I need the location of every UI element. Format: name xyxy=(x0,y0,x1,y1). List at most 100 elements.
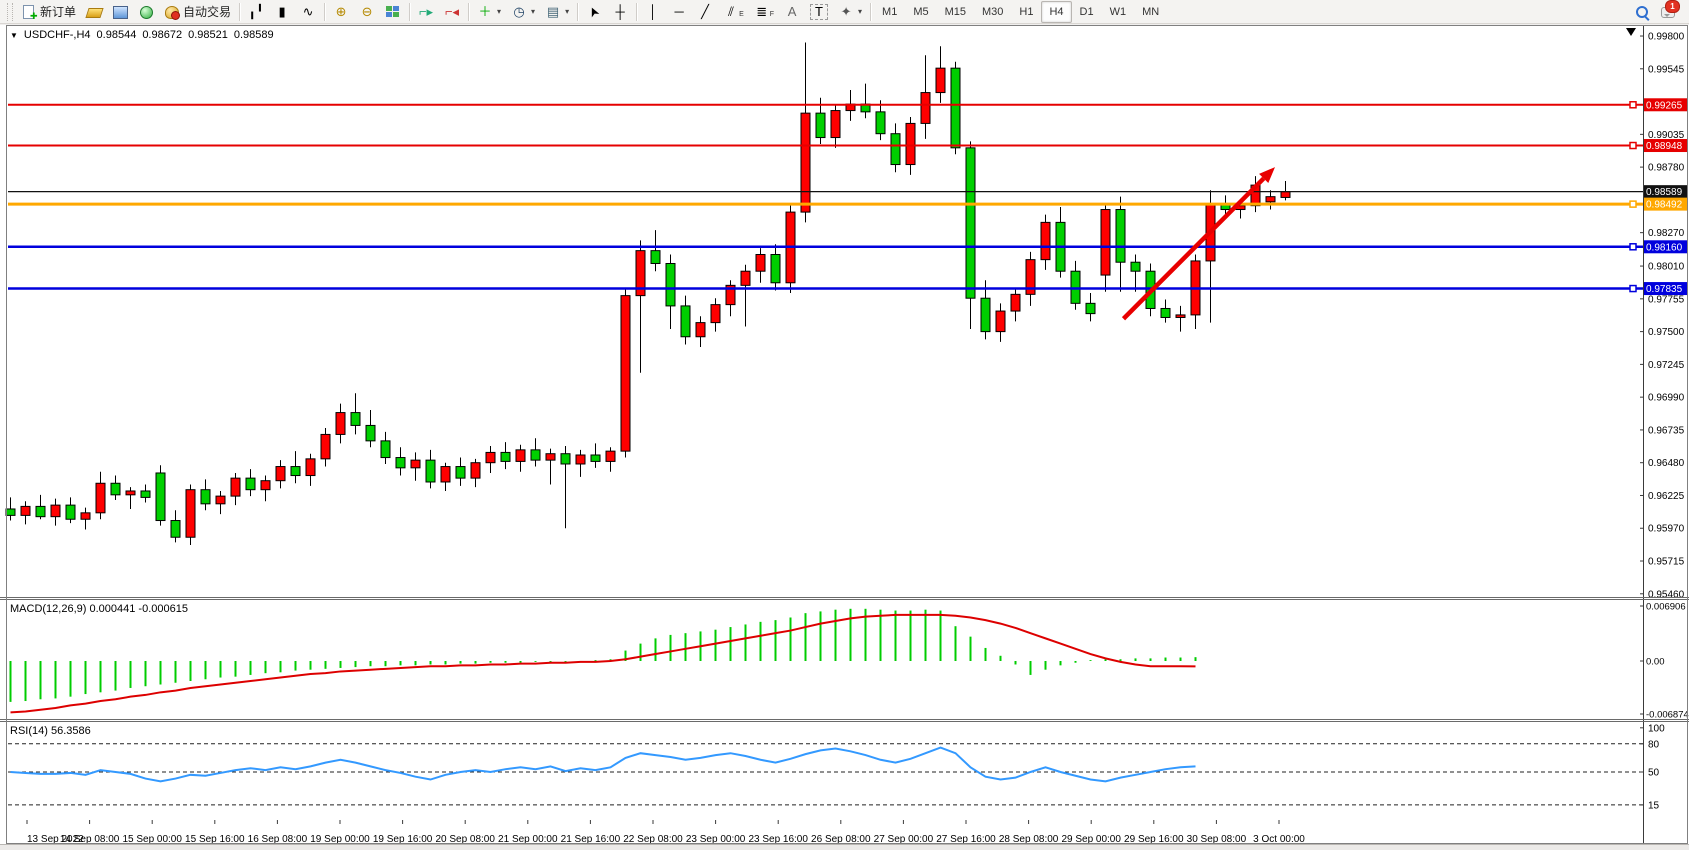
rsi-pane: 100 80 50 15 xyxy=(8,723,1665,811)
periods-button[interactable]: ◷ ▾ xyxy=(506,0,540,24)
search-button[interactable] xyxy=(1629,0,1655,24)
templates-icon: ▤ xyxy=(546,3,560,19)
svg-text:21 Sep 00:00: 21 Sep 00:00 xyxy=(498,834,558,844)
svg-text:16 Sep 08:00: 16 Sep 08:00 xyxy=(248,834,308,844)
svg-text:0.96990: 0.96990 xyxy=(1648,393,1685,404)
timeframe-m5-button[interactable]: M5 xyxy=(913,5,929,18)
svg-text:27 Sep 16:00: 27 Sep 16:00 xyxy=(936,834,996,844)
trendline-button[interactable]: ╱ xyxy=(692,0,718,24)
zoom-in-button[interactable]: ⊕ xyxy=(328,0,354,24)
equidistant-channel-button[interactable]: ⫽ E xyxy=(718,0,749,24)
bar-chart-icon: ╻╹ xyxy=(248,3,264,19)
chart-shift-icon: ⌐◂ xyxy=(444,3,460,19)
svg-text:0.95970: 0.95970 xyxy=(1648,524,1685,535)
candlestick-chart-button[interactable]: ▮ xyxy=(269,0,295,24)
signals-button[interactable] xyxy=(133,0,159,24)
timeframe-h1-button[interactable]: H1 xyxy=(1019,5,1034,18)
text-label-button[interactable]: T xyxy=(805,0,833,24)
templates-button[interactable]: ▤ ▾ xyxy=(540,0,574,24)
market-watch-button[interactable] xyxy=(81,0,107,24)
chat-bubble-icon: 1 xyxy=(1660,0,1680,20)
add-indicator-dropdown-icon[interactable]: ▾ xyxy=(497,7,502,16)
tile-windows-icon xyxy=(385,4,401,20)
svg-text:30 Sep 08:00: 30 Sep 08:00 xyxy=(1187,834,1247,844)
chart-symbol-period: USDCHF-,H4 xyxy=(23,29,91,41)
new-order-icon: ✚ xyxy=(21,4,38,20)
text-label-icon: T xyxy=(810,3,829,20)
svg-text:20 Sep 08:00: 20 Sep 08:00 xyxy=(435,834,495,844)
zoom-out-button[interactable]: ⊖ xyxy=(354,0,380,24)
price-chart[interactable]: 0.99265 0.98948 0.98589 0.98492 0.98160 0.978… xyxy=(0,25,1689,844)
main-toolbar: ✚ 新订单 自动交易 ╻╹ ▮ ∿ ⊕ ⊖ ⌐▸ ⌐◂ ＋ ▾ ◷ ▾ ▤ ▾ ➤ ┼ │ ─ ╱ ⫽ E ≣ F A T ✦ ▾ M1 M… xyxy=(0,0,1689,24)
chart-window[interactable]: 0.99265 0.98948 0.98589 0.98492 0.98160 0.978… xyxy=(0,25,1689,844)
svg-text:23 Sep 16:00: 23 Sep 16:00 xyxy=(748,834,808,844)
ohlc-open: 0.98544 xyxy=(96,29,137,41)
fibonacci-icon: ≣ xyxy=(756,3,768,19)
svg-text:22 Sep 08:00: 22 Sep 08:00 xyxy=(623,834,683,844)
svg-text:0.97245: 0.97245 xyxy=(1648,360,1685,371)
svg-text:15: 15 xyxy=(1648,800,1660,811)
svg-text:0.98492: 0.98492 xyxy=(1646,200,1683,211)
templates-dropdown-icon[interactable]: ▾ xyxy=(565,7,570,16)
market-watch-icon xyxy=(85,4,104,20)
timeframe-h4-button[interactable]: H4 xyxy=(1041,0,1072,23)
signals-icon xyxy=(138,4,154,20)
horizontal-line-button[interactable]: ─ xyxy=(666,0,692,24)
svg-text:0.96225: 0.96225 xyxy=(1648,491,1685,502)
arrows-button[interactable]: ✦ ▾ xyxy=(833,0,867,24)
ohlc-low: 0.98521 xyxy=(188,29,228,41)
svg-text:19 Sep 16:00: 19 Sep 16:00 xyxy=(373,834,433,844)
svg-text:3 Oct 00:00: 3 Oct 00:00 xyxy=(1253,834,1305,844)
auto-trading-label: 自动交易 xyxy=(183,5,232,19)
vertical-line-button[interactable]: │ xyxy=(640,0,666,24)
pane-dividers[interactable] xyxy=(0,597,1689,722)
svg-text:23 Sep 00:00: 23 Sep 00:00 xyxy=(686,834,746,844)
trendline-icon: ╱ xyxy=(701,3,709,19)
bar-chart-button[interactable]: ╻╹ xyxy=(243,0,269,24)
auto-arrange-button[interactable]: ⌐▸ xyxy=(413,0,439,24)
equidistant-channel-icon: ⫽ xyxy=(728,3,734,19)
data-window-button[interactable] xyxy=(107,0,133,24)
svg-text:0.98948: 0.98948 xyxy=(1646,141,1683,152)
svg-text:0.99035: 0.99035 xyxy=(1648,130,1685,141)
line-chart-button[interactable]: ∿ xyxy=(295,0,321,24)
crosshair-button[interactable]: ┼ xyxy=(607,0,633,24)
timeframe-w1-button[interactable]: W1 xyxy=(1109,5,1127,18)
trend-arrow[interactable] xyxy=(1121,167,1276,321)
svg-text:0.97500: 0.97500 xyxy=(1648,327,1685,338)
text-button[interactable]: A xyxy=(779,0,805,24)
timeframe-m30-button[interactable]: M30 xyxy=(982,5,1004,18)
svg-text:0.95715: 0.95715 xyxy=(1648,557,1685,568)
chart-shift-button[interactable]: ⌐◂ xyxy=(439,0,465,24)
fibonacci-button[interactable]: ≣ F xyxy=(749,0,779,24)
fibonacci-sub-label: F xyxy=(769,11,775,18)
add-indicator-button[interactable]: ＋ ▾ xyxy=(472,0,506,24)
arrows-dropdown-icon[interactable]: ▾ xyxy=(858,7,863,16)
svg-text:0.97835: 0.97835 xyxy=(1646,284,1683,295)
macd-pane: 0.006906 0.00 -0.006874 xyxy=(9,602,1689,721)
chart-title: ▼ USDCHF-,H4 0.98544 0.98672 0.98521 0.9… xyxy=(10,29,274,41)
auto-trading-button[interactable]: 自动交易 xyxy=(159,0,236,24)
timeframe-mn-button[interactable]: MN xyxy=(1142,5,1160,18)
timeframe-m1-button[interactable]: M1 xyxy=(882,5,898,18)
svg-text:0.98589: 0.98589 xyxy=(1646,187,1683,198)
tile-windows-button[interactable] xyxy=(380,0,406,24)
cursor-icon: ➤ xyxy=(584,3,603,20)
data-window-icon xyxy=(112,4,129,20)
cursor-button[interactable]: ➤ xyxy=(581,0,607,24)
svg-text:0.97755: 0.97755 xyxy=(1648,294,1685,305)
horizontal-lines[interactable]: 0.99265 0.98948 0.98589 0.98492 0.98160 0.978… xyxy=(8,98,1688,296)
chart-shift-marker[interactable] xyxy=(1626,28,1636,36)
price-axis[interactable]: 0.99800 0.99545 0.99035 0.98780 0.98270 0.980… xyxy=(1640,25,1685,843)
macd-label: MACD(12,26,9) 0.000441 -0.000615 xyxy=(10,603,188,615)
timeframe-m15-button[interactable]: M15 xyxy=(944,5,967,18)
timeframe-d1-button[interactable]: D1 xyxy=(1079,5,1094,18)
svg-text:19 Sep 00:00: 19 Sep 00:00 xyxy=(310,834,370,844)
chart-expand-icon[interactable]: ▼ xyxy=(10,30,18,40)
svg-text:0.99545: 0.99545 xyxy=(1648,64,1685,75)
svg-text:0.96735: 0.96735 xyxy=(1648,425,1685,436)
new-order-button[interactable]: ✚ 新订单 xyxy=(16,0,81,24)
periods-dropdown-icon[interactable]: ▾ xyxy=(531,7,536,16)
notifications-button[interactable]: 1 xyxy=(1655,0,1681,24)
